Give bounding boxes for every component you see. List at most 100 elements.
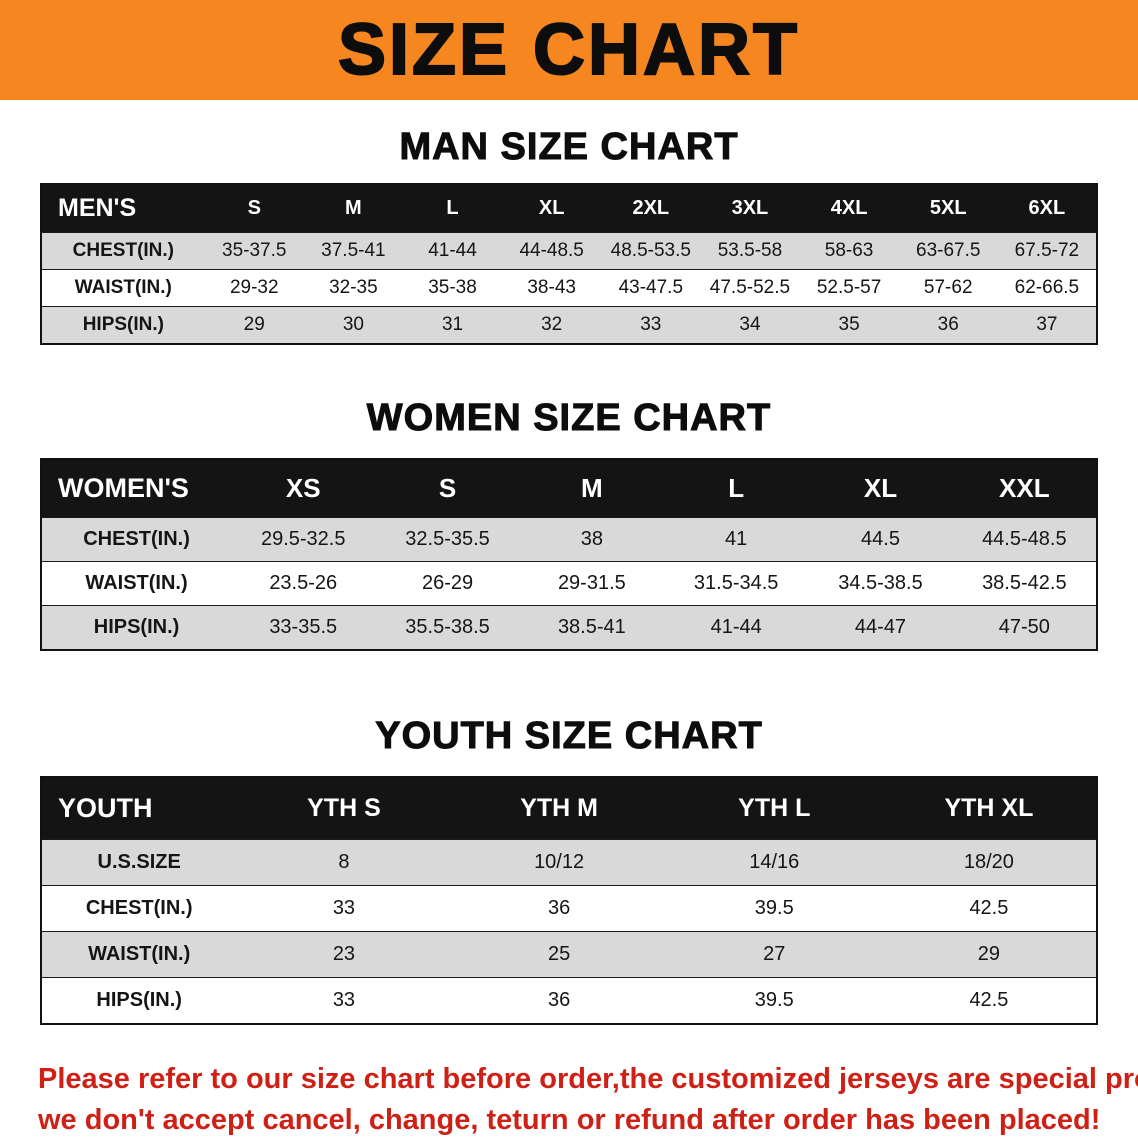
table-cell: 39.5 bbox=[666, 885, 882, 932]
column-header: XL bbox=[808, 459, 953, 518]
table-cell: 36 bbox=[451, 885, 667, 932]
youth-section-heading: YOUTH SIZE CHART bbox=[375, 715, 763, 758]
table-cell: 44.5-48.5 bbox=[952, 517, 1097, 562]
table-cell: 42.5 bbox=[881, 885, 1097, 932]
table-cell: 29 bbox=[204, 306, 304, 344]
table-cell: 67.5-72 bbox=[997, 232, 1097, 270]
column-header: XS bbox=[231, 459, 376, 518]
column-header: YTH L bbox=[666, 777, 882, 840]
table-cell: 18/20 bbox=[881, 839, 1097, 886]
table-cell: 38-43 bbox=[502, 269, 602, 307]
column-header: XXL bbox=[952, 459, 1097, 518]
row-label: CHEST(IN.) bbox=[41, 232, 205, 270]
note-line-1: Please refer to our size chart before or… bbox=[38, 1063, 1138, 1095]
table-cell: 47.5-52.5 bbox=[700, 269, 800, 307]
table-cell: 48.5-53.5 bbox=[601, 232, 701, 270]
row-label: WAIST(IN.) bbox=[41, 931, 237, 978]
table-cell: 63-67.5 bbox=[898, 232, 998, 270]
table-cell: 33 bbox=[236, 977, 452, 1024]
row-label: CHEST(IN.) bbox=[41, 885, 237, 932]
table-cell: 58-63 bbox=[799, 232, 899, 270]
men-size-table: MEN'S S M L XL 2XL 3XL 4XL 5XL 6XL CHEST(IN.) 35-37… bbox=[40, 183, 1098, 345]
table-row: WAIST(IN.) 29-32 32-35 35-38 38-43 43-47.5 47.… bbox=[41, 269, 1097, 307]
table-cell: 29-32 bbox=[204, 269, 304, 307]
column-header: 6XL bbox=[997, 184, 1097, 233]
table-cell: 38 bbox=[519, 517, 665, 562]
table-cell: 62-66.5 bbox=[997, 269, 1097, 307]
table-cell: 25 bbox=[451, 931, 667, 978]
column-header: XL bbox=[502, 184, 602, 233]
row-label: HIPS(IN.) bbox=[41, 977, 237, 1024]
column-header: S bbox=[204, 184, 304, 233]
row-label: WAIST(IN.) bbox=[41, 269, 205, 307]
column-header: L bbox=[664, 459, 809, 518]
table-row: CHEST(IN.) 33 36 39.5 42.5 bbox=[41, 885, 1097, 932]
row-label: HIPS(IN.) bbox=[41, 306, 205, 344]
table-row: U.S.SIZE 8 10/12 14/16 18/20 bbox=[41, 839, 1097, 886]
table-row: HIPS(IN.) 33 36 39.5 42.5 bbox=[41, 977, 1097, 1024]
column-header: M bbox=[303, 184, 403, 233]
table-row: HIPS(IN.) 33-35.5 35.5-38.5 38.5-41 41-44 44-… bbox=[41, 605, 1097, 650]
column-header: 3XL bbox=[700, 184, 800, 233]
table-cell: 26-29 bbox=[375, 561, 520, 606]
page-title: SIZE CHART bbox=[337, 9, 800, 91]
table-cell: 35-37.5 bbox=[204, 232, 304, 270]
column-header: 4XL bbox=[799, 184, 899, 233]
table-cell: 43-47.5 bbox=[601, 269, 701, 307]
table-cell: 8 bbox=[236, 839, 452, 886]
column-header: 2XL bbox=[601, 184, 701, 233]
table-cell: 47-50 bbox=[952, 605, 1097, 650]
table-cell: 35-38 bbox=[402, 269, 503, 307]
column-header: YTH M bbox=[451, 777, 667, 840]
column-header: 5XL bbox=[898, 184, 998, 233]
table-title-cell: WOMEN'S bbox=[41, 459, 232, 518]
table-cell: 33-35.5 bbox=[231, 605, 376, 650]
table-cell: 31.5-34.5 bbox=[664, 561, 809, 606]
women-size-section: WOMEN SIZE CHART WOMEN'S XS S M L XL XXL CHEST(… bbox=[0, 397, 1138, 651]
table-cell: 44-47 bbox=[808, 605, 953, 650]
table-cell: 34.5-38.5 bbox=[808, 561, 953, 606]
table-cell: 39.5 bbox=[666, 977, 882, 1024]
table-row: HIPS(IN.) 29 30 31 32 33 34 35 36 37 bbox=[41, 306, 1097, 344]
table-cell: 42.5 bbox=[881, 977, 1097, 1024]
table-cell: 32 bbox=[502, 306, 602, 344]
table-title-cell: YOUTH bbox=[41, 777, 237, 840]
row-label: U.S.SIZE bbox=[41, 839, 237, 886]
table-cell: 34 bbox=[700, 306, 800, 344]
column-header: M bbox=[519, 459, 665, 518]
table-cell: 41-44 bbox=[664, 605, 809, 650]
table-cell: 36 bbox=[898, 306, 998, 344]
column-header: YTH XL bbox=[881, 777, 1097, 840]
youth-size-section: YOUTH SIZE CHART YOUTH YTH S YTH M YTH L YTH… bbox=[0, 715, 1138, 1025]
table-cell: 36 bbox=[451, 977, 667, 1024]
table-cell: 32.5-35.5 bbox=[375, 517, 520, 562]
table-cell: 14/16 bbox=[666, 839, 882, 886]
row-label: HIPS(IN.) bbox=[41, 605, 232, 650]
table-cell: 37 bbox=[997, 306, 1097, 344]
table-cell: 35.5-38.5 bbox=[375, 605, 520, 650]
column-header: L bbox=[402, 184, 503, 233]
column-header: YTH S bbox=[236, 777, 452, 840]
table-cell: 27 bbox=[666, 931, 882, 978]
table-cell: 44.5 bbox=[808, 517, 953, 562]
table-cell: 29 bbox=[881, 931, 1097, 978]
table-cell: 32-35 bbox=[303, 269, 403, 307]
note-line-2: we don't accept cancel, change, teturn o… bbox=[38, 1103, 1101, 1136]
table-cell: 41-44 bbox=[402, 232, 503, 270]
table-cell: 23.5-26 bbox=[231, 561, 376, 606]
order-note: Please refer to our size chart before or… bbox=[38, 1059, 1138, 1140]
table-cell: 38.5-42.5 bbox=[952, 561, 1097, 606]
table-row: WAIST(IN.) 23.5-26 26-29 29-31.5 31.5-34.5 34… bbox=[41, 561, 1097, 606]
banner: SIZE CHART bbox=[0, 0, 1138, 100]
table-cell: 10/12 bbox=[451, 839, 667, 886]
table-cell: 57-62 bbox=[898, 269, 998, 307]
women-size-table: WOMEN'S XS S M L XL XXL CHEST(IN.) 29.5-32.5 32.5… bbox=[40, 458, 1098, 651]
table-header-row: YOUTH YTH S YTH M YTH L YTH XL bbox=[41, 777, 1097, 840]
table-row: CHEST(IN.) 35-37.5 37.5-41 41-44 44-48.5 48.5… bbox=[41, 232, 1097, 270]
table-row: WAIST(IN.) 23 25 27 29 bbox=[41, 931, 1097, 978]
table-cell: 53.5-58 bbox=[700, 232, 800, 270]
table-cell: 52.5-57 bbox=[799, 269, 899, 307]
table-cell: 44-48.5 bbox=[502, 232, 602, 270]
row-label: WAIST(IN.) bbox=[41, 561, 232, 606]
table-cell: 37.5-41 bbox=[303, 232, 403, 270]
